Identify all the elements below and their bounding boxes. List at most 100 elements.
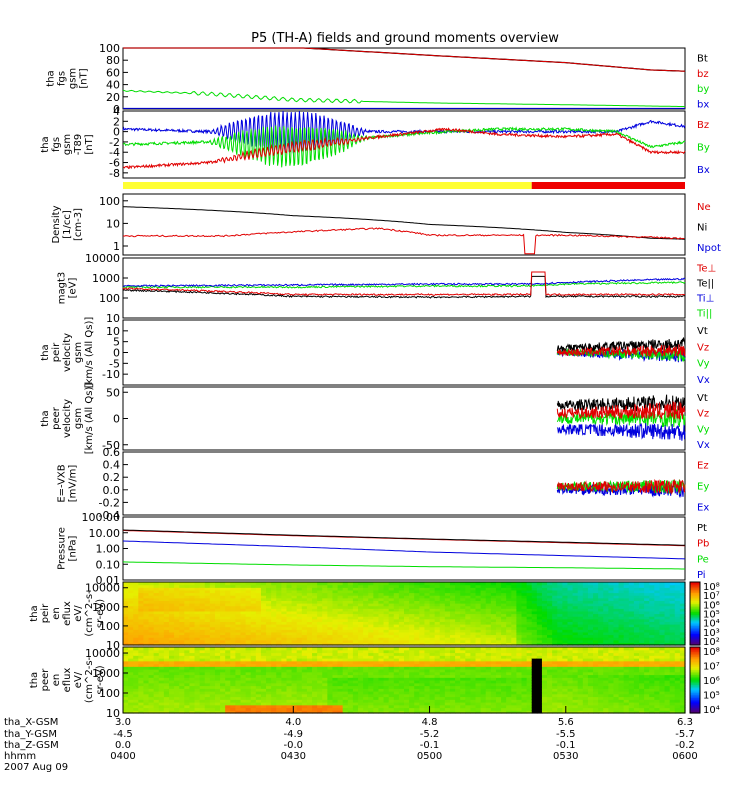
spectro-cell [179, 621, 185, 625]
spectro-cell [220, 660, 226, 665]
spectro-cell [419, 626, 426, 630]
spectro-cell [230, 693, 236, 698]
spectro-cell [214, 682, 221, 687]
spectro-cell [455, 663, 461, 667]
spectro-cell [404, 669, 410, 673]
spectro-cell [133, 595, 139, 599]
spectro-cell [409, 637, 415, 641]
spectro-cell [255, 652, 262, 656]
spectro-cell [444, 674, 451, 678]
spectro-cell [587, 610, 594, 615]
spectro-cell [352, 660, 359, 665]
spectro-cell [230, 639, 236, 643]
spectro-cell [138, 587, 145, 591]
spectro-cell [250, 655, 257, 659]
spectro-cell [220, 693, 226, 698]
spectro-cell [547, 608, 553, 612]
spectro-cell [383, 677, 390, 681]
spectro-cell [163, 600, 170, 604]
spectro-cell [158, 616, 165, 620]
spectro-cell [572, 618, 579, 622]
spectro-cell [475, 704, 482, 709]
spectro-cell [598, 618, 604, 622]
spectro-cell [506, 710, 512, 714]
spectro-cell [306, 688, 313, 692]
spectro-cell [455, 629, 461, 633]
spectro-cell [230, 671, 236, 676]
spectro-cell [291, 584, 298, 588]
spectro-cell [414, 600, 420, 604]
spectro-cell [490, 600, 497, 604]
spectro-cell [460, 660, 466, 665]
spectro-cell [179, 637, 185, 641]
spectro-cell [557, 631, 563, 636]
spectro-cell [368, 647, 374, 651]
spectro-cell [266, 655, 272, 659]
spectro-cell [174, 649, 180, 654]
spectro-cell [312, 677, 318, 681]
spectro-cell [541, 616, 548, 620]
spectro-cell [536, 600, 543, 604]
spectro-cell [133, 688, 139, 692]
spectro-cell [312, 710, 318, 714]
spectro-cell [266, 702, 272, 706]
spectro-cell [332, 605, 339, 609]
spectro-cell [618, 589, 625, 594]
spectro-cell [531, 666, 538, 670]
spectro-cell [593, 626, 599, 630]
spectro-cell [128, 696, 134, 700]
spectro-cell [143, 624, 150, 628]
spectro-cell [158, 663, 165, 667]
spectro-cell [521, 592, 528, 596]
spectro-cell [230, 704, 236, 709]
spectro-cell [419, 680, 426, 684]
spectro-cell [158, 669, 165, 673]
spectro-cell [209, 658, 216, 662]
spectro-cell [547, 618, 553, 622]
spectro-cell [199, 629, 206, 633]
spectro-cell [373, 600, 380, 604]
spectro-cell [644, 600, 650, 604]
spectro-cell [255, 710, 262, 714]
spectro-cell [552, 647, 558, 651]
spectro-cell [664, 587, 671, 591]
spectro-cell [633, 592, 640, 596]
spectro-cell [306, 696, 313, 700]
spectro-cell [649, 634, 655, 638]
spectro-cell [541, 592, 548, 596]
spectro-cell [143, 629, 150, 633]
spectro-cell [501, 608, 507, 612]
spectro-cell [296, 660, 303, 665]
spectro-cell [378, 634, 385, 638]
peir-velocity-ytick-label: -10 [102, 368, 120, 381]
spectro-cell [179, 655, 185, 659]
spectro-cell [531, 680, 538, 684]
spectro-cell [434, 629, 441, 633]
spectro-cell [312, 595, 318, 599]
spectro-cell [286, 608, 293, 612]
spectro-cell [235, 671, 242, 676]
spectro-cell [255, 674, 262, 678]
legend-Vt: Vt [697, 393, 708, 404]
spectro-cell [434, 699, 441, 703]
spectro-cell [444, 677, 451, 681]
spectro-cell [603, 605, 609, 609]
spectro-cell [393, 693, 400, 698]
spectro-cell [240, 639, 247, 643]
spectro-cell [398, 618, 405, 622]
spectro-cell [480, 671, 487, 676]
spectro-cell [184, 642, 191, 646]
spectro-cell [220, 621, 226, 625]
spectro-cell [352, 608, 359, 612]
spectro-cell [332, 603, 339, 607]
spectro-cell [235, 677, 242, 681]
spectro-cell [449, 674, 456, 678]
spectro-cell [429, 589, 436, 594]
spectro-cell [153, 616, 160, 620]
spectro-cell [322, 618, 328, 622]
spectro-cell [337, 696, 344, 700]
spectro-cell [516, 702, 523, 706]
spectro-cell [209, 649, 216, 654]
spectro-cell [286, 666, 293, 670]
spectro-cell [383, 592, 390, 596]
